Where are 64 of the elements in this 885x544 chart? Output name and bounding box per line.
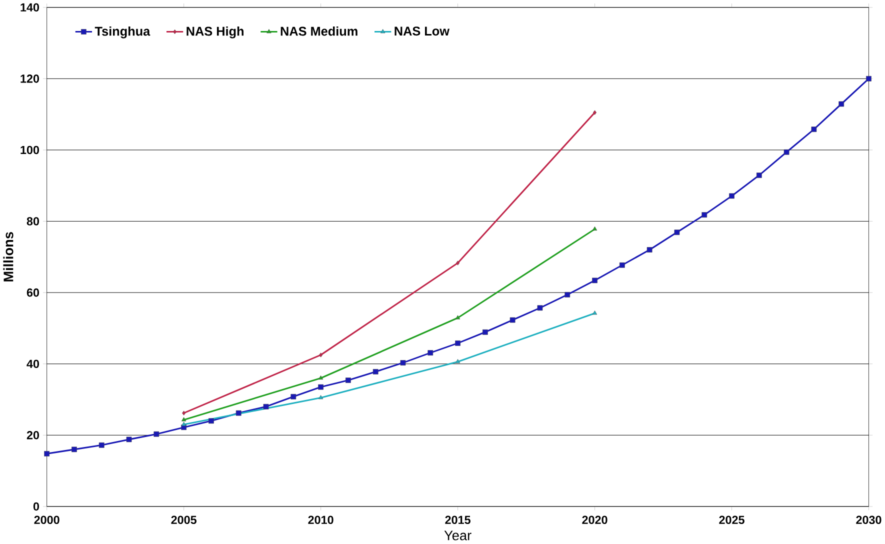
y-tick-label: 100 bbox=[20, 146, 40, 154]
y-tick-label: 80 bbox=[26, 217, 40, 226]
point bbox=[318, 376, 324, 380]
point bbox=[318, 384, 324, 390]
point bbox=[784, 150, 790, 156]
point bbox=[319, 352, 323, 358]
y-tick-label: 60 bbox=[26, 288, 40, 297]
point bbox=[702, 212, 708, 218]
point bbox=[182, 411, 186, 416]
point bbox=[126, 437, 132, 442]
x-tick-label: 2015 bbox=[445, 516, 470, 524]
x-tick-label: 2010 bbox=[308, 516, 334, 524]
point bbox=[72, 446, 77, 452]
legend-label: Tsinghua bbox=[94, 26, 150, 39]
point bbox=[811, 126, 817, 132]
point bbox=[98, 442, 104, 448]
point bbox=[400, 360, 406, 366]
point bbox=[646, 247, 652, 253]
x-tick-label: 2000 bbox=[34, 516, 60, 524]
point bbox=[290, 394, 296, 400]
x-tick-label: 2005 bbox=[171, 516, 196, 524]
point bbox=[455, 315, 460, 320]
line-series bbox=[182, 110, 597, 416]
y-axis-title: Millions bbox=[3, 232, 14, 282]
point bbox=[619, 262, 625, 268]
point bbox=[592, 310, 598, 315]
point bbox=[181, 422, 186, 426]
legend-label: NAS Low bbox=[394, 26, 450, 36]
point bbox=[838, 102, 844, 107]
point bbox=[537, 305, 543, 311]
y-tick-label: 20 bbox=[26, 431, 40, 440]
y-tick-label: 0 bbox=[33, 502, 40, 511]
point bbox=[510, 318, 516, 323]
x-axis-title: Year bbox=[444, 530, 472, 541]
y-tick-label: 140 bbox=[20, 3, 40, 12]
point bbox=[729, 194, 734, 199]
point bbox=[592, 278, 598, 284]
point bbox=[455, 340, 460, 346]
point bbox=[181, 417, 186, 422]
point bbox=[456, 260, 460, 266]
point bbox=[318, 395, 324, 400]
point bbox=[154, 432, 160, 438]
x-tick-label: 2030 bbox=[856, 516, 882, 524]
point bbox=[756, 172, 762, 178]
x-tick-label: 2025 bbox=[719, 516, 744, 524]
point bbox=[866, 76, 872, 82]
y-tick-label: 40 bbox=[26, 360, 40, 368]
point bbox=[674, 230, 680, 236]
legend-label: NAS High bbox=[186, 26, 244, 39]
point bbox=[263, 404, 269, 410]
x-tick-label: 2020 bbox=[582, 516, 608, 524]
point bbox=[455, 359, 460, 364]
legend-label: NAS Medium bbox=[280, 26, 358, 36]
point bbox=[372, 369, 378, 375]
point bbox=[564, 292, 570, 298]
point bbox=[482, 330, 488, 336]
point bbox=[346, 378, 351, 384]
point bbox=[44, 451, 50, 457]
point bbox=[428, 350, 434, 356]
point bbox=[593, 110, 597, 116]
y-tick-label: 120 bbox=[20, 74, 40, 84]
point bbox=[208, 418, 214, 424]
point bbox=[592, 226, 598, 231]
point bbox=[236, 410, 242, 416]
